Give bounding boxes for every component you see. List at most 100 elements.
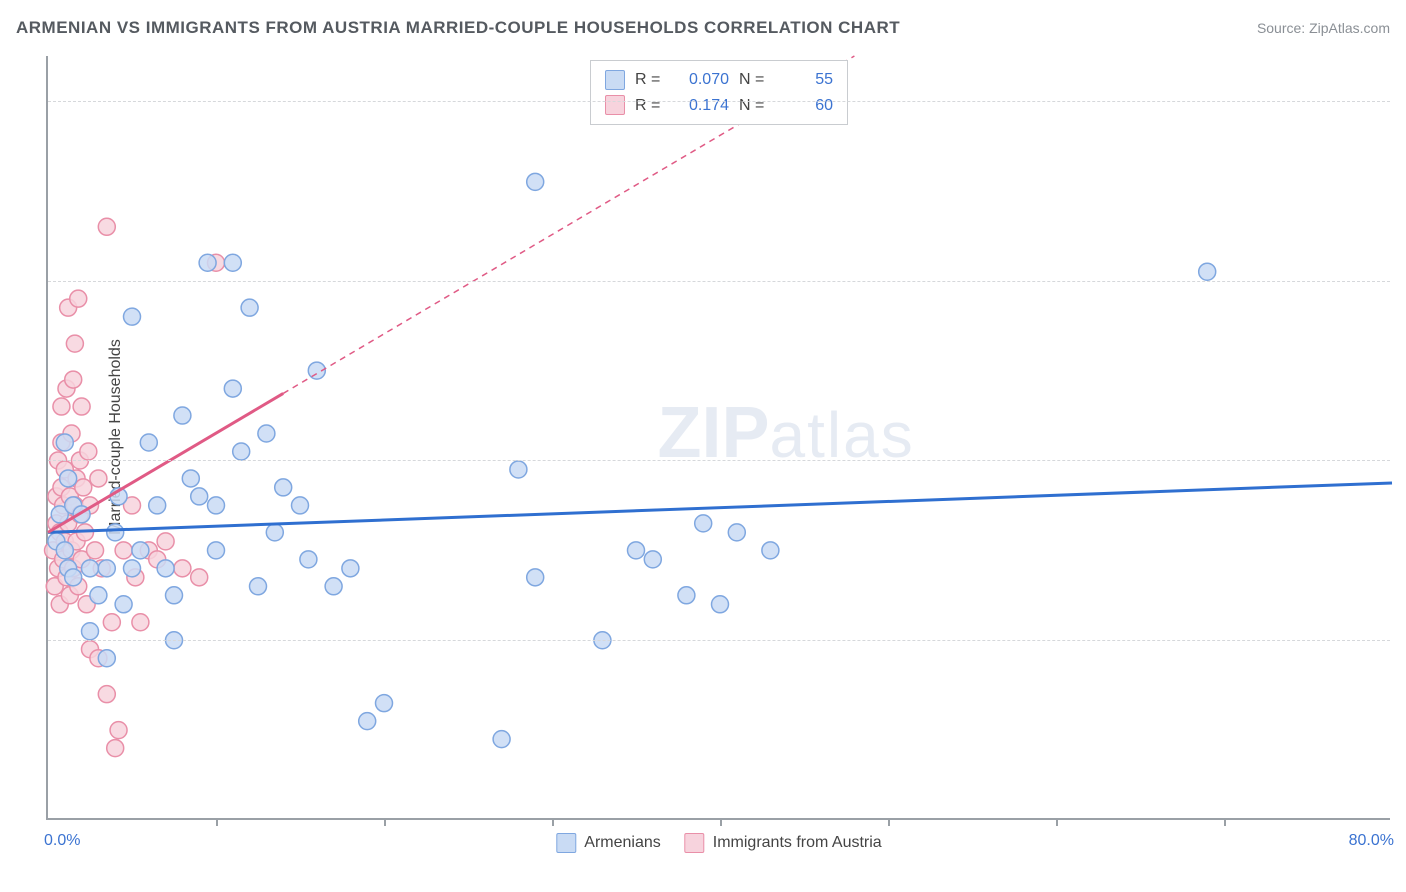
x-tick	[384, 818, 386, 826]
data-point	[695, 515, 712, 532]
legend-r-value-1: 0.070	[677, 67, 729, 93]
data-point	[678, 587, 695, 604]
data-point	[66, 335, 83, 352]
data-point	[250, 578, 267, 595]
data-point	[90, 587, 107, 604]
y-tick-label: 60.0%	[1396, 451, 1406, 469]
data-point	[124, 308, 141, 325]
data-point	[157, 560, 174, 577]
data-point	[275, 479, 292, 496]
data-point	[124, 560, 141, 577]
data-point	[224, 380, 241, 397]
legend-swatch-austria	[605, 95, 625, 115]
data-point	[90, 470, 107, 487]
legend-swatch-armenians-bottom	[556, 833, 576, 853]
header: ARMENIAN VS IMMIGRANTS FROM AUSTRIA MARR…	[16, 18, 1390, 38]
data-point	[140, 434, 157, 451]
data-point	[628, 542, 645, 559]
legend-stats-row-2: R = 0.174 N = 60	[605, 93, 833, 119]
data-point	[199, 254, 216, 271]
x-tick	[888, 818, 890, 826]
data-point	[110, 722, 127, 739]
data-point	[174, 560, 191, 577]
data-point	[300, 551, 317, 568]
data-point	[115, 596, 132, 613]
source-attribution: Source: ZipAtlas.com	[1257, 20, 1390, 36]
data-point	[510, 461, 527, 478]
data-point	[132, 542, 149, 559]
data-point	[132, 614, 149, 631]
legend-n-label-2: N =	[739, 93, 771, 119]
data-point	[98, 686, 115, 703]
data-point	[98, 560, 115, 577]
legend-item-armenians: Armenians	[556, 833, 660, 853]
grid-line	[48, 101, 1390, 102]
data-point	[98, 650, 115, 667]
data-point	[82, 623, 99, 640]
data-point	[174, 407, 191, 424]
data-point	[191, 569, 208, 586]
legend-swatch-armenians	[605, 70, 625, 90]
data-point	[266, 524, 283, 541]
data-point	[376, 695, 393, 712]
data-point	[233, 443, 250, 460]
data-point	[56, 542, 73, 559]
chart-svg	[48, 56, 1390, 818]
data-point	[65, 569, 82, 586]
data-point	[107, 740, 124, 757]
y-tick-label: 80.0%	[1396, 272, 1406, 290]
plot-area: Married-couple Households ZIPatlas R = 0…	[46, 56, 1390, 820]
y-tick-label: 100.0%	[1396, 92, 1406, 110]
data-point	[359, 713, 376, 730]
data-point	[762, 542, 779, 559]
data-point	[103, 614, 120, 631]
data-point	[224, 254, 241, 271]
x-tick	[1224, 818, 1226, 826]
data-point	[527, 173, 544, 190]
y-tick-label: 40.0%	[1396, 631, 1406, 649]
x-axis-min-label: 0.0%	[44, 832, 80, 850]
data-point	[241, 299, 258, 316]
data-point	[208, 497, 225, 514]
data-point	[56, 434, 73, 451]
data-point	[325, 578, 342, 595]
x-tick	[552, 818, 554, 826]
data-point	[292, 497, 309, 514]
data-point	[712, 596, 729, 613]
regression-line	[48, 483, 1392, 532]
grid-line	[48, 281, 1390, 282]
data-point	[107, 524, 124, 541]
legend-r-label-2: R =	[635, 93, 667, 119]
data-point	[80, 443, 97, 460]
x-axis-max-label: 80.0%	[1349, 832, 1394, 850]
data-point	[82, 560, 99, 577]
x-tick	[720, 818, 722, 826]
legend-swatch-austria-bottom	[685, 833, 705, 853]
data-point	[87, 542, 104, 559]
data-point	[65, 371, 82, 388]
data-point	[75, 479, 92, 496]
legend-r-value-2: 0.174	[677, 93, 729, 119]
data-point	[73, 398, 90, 415]
legend-series: Armenians Immigrants from Austria	[556, 833, 881, 853]
legend-n-value-1: 55	[781, 67, 833, 93]
grid-line	[48, 460, 1390, 461]
legend-stats-row-1: R = 0.070 N = 55	[605, 67, 833, 93]
legend-n-value-2: 60	[781, 93, 833, 119]
data-point	[728, 524, 745, 541]
data-point	[166, 587, 183, 604]
data-point	[191, 488, 208, 505]
chart-title: ARMENIAN VS IMMIGRANTS FROM AUSTRIA MARR…	[16, 18, 900, 38]
data-point	[70, 290, 87, 307]
data-point	[644, 551, 661, 568]
x-tick	[216, 818, 218, 826]
data-point	[115, 542, 132, 559]
data-point	[493, 731, 510, 748]
data-point	[342, 560, 359, 577]
data-point	[60, 470, 77, 487]
legend-stats: R = 0.070 N = 55 R = 0.174 N = 60	[590, 60, 848, 125]
data-point	[258, 425, 275, 442]
x-tick	[1056, 818, 1058, 826]
legend-r-label-1: R =	[635, 67, 667, 93]
data-point	[157, 533, 174, 550]
